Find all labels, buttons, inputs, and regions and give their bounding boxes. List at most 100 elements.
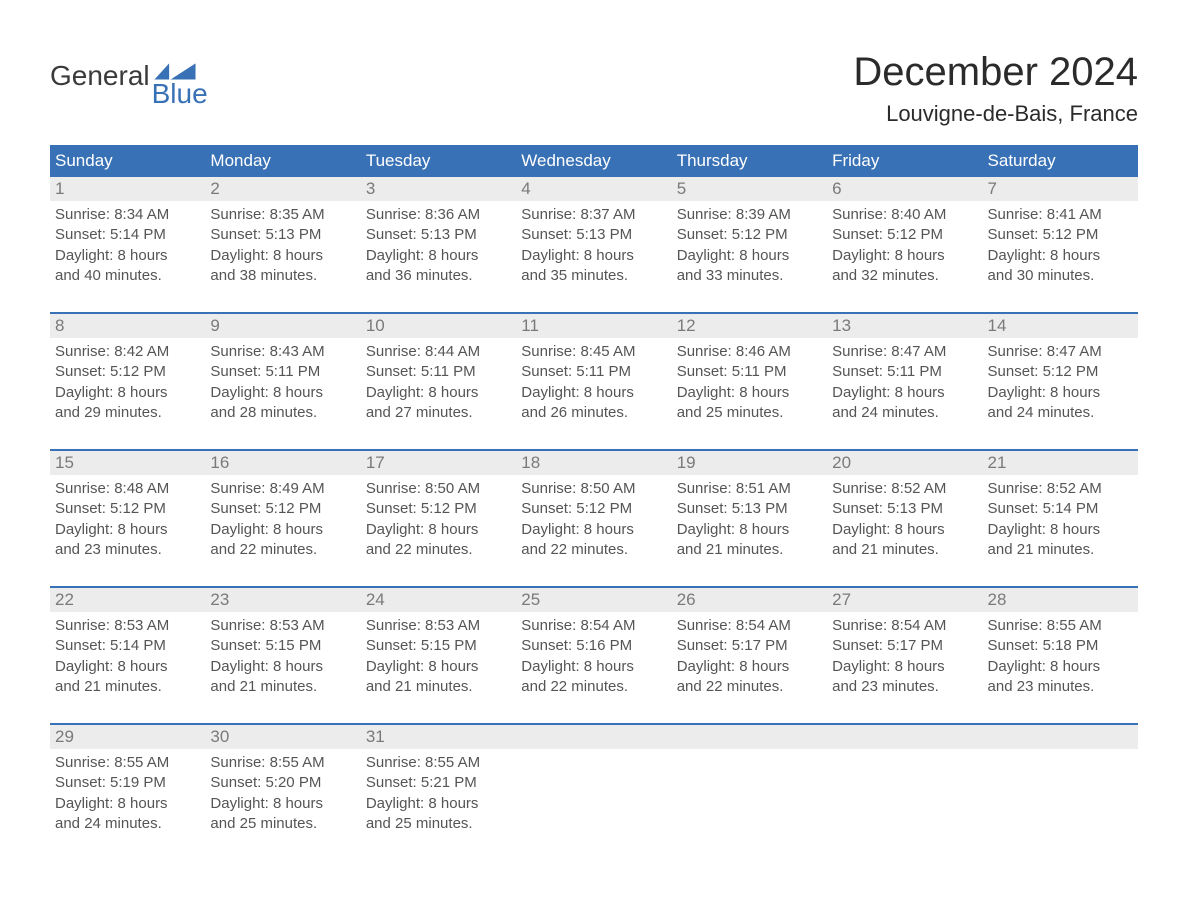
day-ss: Sunset: 5:12 PM xyxy=(988,225,1133,245)
day-ss: Sunset: 5:13 PM xyxy=(366,225,511,245)
day-d2: and 23 minutes. xyxy=(832,677,977,697)
day-number: 26 xyxy=(672,588,827,612)
day-sr: Sunrise: 8:48 AM xyxy=(55,479,200,499)
day-number: 21 xyxy=(983,451,1138,475)
day-d2: and 23 minutes. xyxy=(55,540,200,560)
day-cell: Sunrise: 8:54 AMSunset: 5:17 PMDaylight:… xyxy=(672,612,827,724)
day-header: Saturday xyxy=(983,145,1138,177)
day-number-row: 293031 xyxy=(50,725,1138,749)
day-cell: Sunrise: 8:43 AMSunset: 5:11 PMDaylight:… xyxy=(205,338,360,450)
day-d2: and 22 minutes. xyxy=(521,540,666,560)
logo-text-2: Blue xyxy=(152,78,208,110)
day-ss: Sunset: 5:12 PM xyxy=(55,499,200,519)
day-number: 9 xyxy=(205,314,360,338)
day-d2: and 27 minutes. xyxy=(366,403,511,423)
day-d1: Daylight: 8 hours xyxy=(55,520,200,540)
title-block: December 2024 Louvigne-de-Bais, France xyxy=(853,50,1138,127)
day-sr: Sunrise: 8:50 AM xyxy=(366,479,511,499)
day-sr: Sunrise: 8:55 AM xyxy=(988,616,1133,636)
day-ss: Sunset: 5:11 PM xyxy=(210,362,355,382)
day-sr: Sunrise: 8:42 AM xyxy=(55,342,200,362)
day-d2: and 21 minutes. xyxy=(210,677,355,697)
day-cell: Sunrise: 8:50 AMSunset: 5:12 PMDaylight:… xyxy=(516,475,671,587)
day-d1: Daylight: 8 hours xyxy=(210,794,355,814)
day-d2: and 21 minutes. xyxy=(832,540,977,560)
day-sr: Sunrise: 8:34 AM xyxy=(55,205,200,225)
day-cell: Sunrise: 8:42 AMSunset: 5:12 PMDaylight:… xyxy=(50,338,205,450)
day-sr: Sunrise: 8:40 AM xyxy=(832,205,977,225)
day-cell: Sunrise: 8:55 AMSunset: 5:20 PMDaylight:… xyxy=(205,749,360,860)
day-cell xyxy=(983,749,1138,860)
day-ss: Sunset: 5:12 PM xyxy=(55,362,200,382)
day-d2: and 36 minutes. xyxy=(366,266,511,286)
day-cell: Sunrise: 8:36 AMSunset: 5:13 PMDaylight:… xyxy=(361,201,516,313)
day-d1: Daylight: 8 hours xyxy=(55,383,200,403)
day-cell: Sunrise: 8:53 AMSunset: 5:15 PMDaylight:… xyxy=(205,612,360,724)
day-number-row: 891011121314 xyxy=(50,314,1138,338)
day-cell: Sunrise: 8:45 AMSunset: 5:11 PMDaylight:… xyxy=(516,338,671,450)
day-d1: Daylight: 8 hours xyxy=(55,794,200,814)
day-d2: and 35 minutes. xyxy=(521,266,666,286)
day-d1: Daylight: 8 hours xyxy=(832,520,977,540)
day-number: 13 xyxy=(827,314,982,338)
day-number xyxy=(516,725,671,749)
day-number: 22 xyxy=(50,588,205,612)
day-sr: Sunrise: 8:47 AM xyxy=(832,342,977,362)
day-cell: Sunrise: 8:52 AMSunset: 5:14 PMDaylight:… xyxy=(983,475,1138,587)
day-d2: and 33 minutes. xyxy=(677,266,822,286)
day-ss: Sunset: 5:14 PM xyxy=(55,225,200,245)
day-number: 29 xyxy=(50,725,205,749)
day-d1: Daylight: 8 hours xyxy=(988,246,1133,266)
day-ss: Sunset: 5:12 PM xyxy=(832,225,977,245)
day-cell: Sunrise: 8:48 AMSunset: 5:12 PMDaylight:… xyxy=(50,475,205,587)
day-number: 15 xyxy=(50,451,205,475)
day-d1: Daylight: 8 hours xyxy=(521,657,666,677)
day-d2: and 22 minutes. xyxy=(521,677,666,697)
day-number: 11 xyxy=(516,314,671,338)
day-ss: Sunset: 5:20 PM xyxy=(210,773,355,793)
day-sr: Sunrise: 8:35 AM xyxy=(210,205,355,225)
day-cell: Sunrise: 8:55 AMSunset: 5:18 PMDaylight:… xyxy=(983,612,1138,724)
day-number: 24 xyxy=(361,588,516,612)
day-sr: Sunrise: 8:49 AM xyxy=(210,479,355,499)
day-ss: Sunset: 5:14 PM xyxy=(988,499,1133,519)
day-sr: Sunrise: 8:36 AM xyxy=(366,205,511,225)
day-ss: Sunset: 5:19 PM xyxy=(55,773,200,793)
day-d1: Daylight: 8 hours xyxy=(677,246,822,266)
day-d1: Daylight: 8 hours xyxy=(366,794,511,814)
day-d1: Daylight: 8 hours xyxy=(521,520,666,540)
day-ss: Sunset: 5:16 PM xyxy=(521,636,666,656)
day-d1: Daylight: 8 hours xyxy=(521,383,666,403)
day-d1: Daylight: 8 hours xyxy=(988,520,1133,540)
day-content-row: Sunrise: 8:42 AMSunset: 5:12 PMDaylight:… xyxy=(50,338,1138,450)
logo-text-1: General xyxy=(50,60,150,92)
day-sr: Sunrise: 8:50 AM xyxy=(521,479,666,499)
day-d2: and 21 minutes. xyxy=(55,677,200,697)
day-ss: Sunset: 5:12 PM xyxy=(988,362,1133,382)
day-header-row: Sunday Monday Tuesday Wednesday Thursday… xyxy=(50,145,1138,177)
day-d1: Daylight: 8 hours xyxy=(210,246,355,266)
day-cell: Sunrise: 8:44 AMSunset: 5:11 PMDaylight:… xyxy=(361,338,516,450)
day-cell: Sunrise: 8:47 AMSunset: 5:11 PMDaylight:… xyxy=(827,338,982,450)
day-ss: Sunset: 5:12 PM xyxy=(677,225,822,245)
day-content-row: Sunrise: 8:34 AMSunset: 5:14 PM Daylight:… xyxy=(50,201,1138,313)
day-d1: Daylight: 8 hours xyxy=(521,246,666,266)
day-number: 18 xyxy=(516,451,671,475)
day-d1: Daylight: 8 hours xyxy=(677,383,822,403)
day-number: 25 xyxy=(516,588,671,612)
day-ss: Sunset: 5:12 PM xyxy=(521,499,666,519)
day-d1: Daylight: 8 hours xyxy=(366,383,511,403)
day-cell xyxy=(672,749,827,860)
day-d1: Daylight: 8 hours xyxy=(366,657,511,677)
day-ss: Sunset: 5:13 PM xyxy=(677,499,822,519)
day-d2: and 25 minutes. xyxy=(366,814,511,834)
day-ss: Sunset: 5:11 PM xyxy=(832,362,977,382)
day-cell: Sunrise: 8:53 AMSunset: 5:15 PMDaylight:… xyxy=(361,612,516,724)
page-title: December 2024 xyxy=(853,50,1138,95)
day-ss: Sunset: 5:15 PM xyxy=(210,636,355,656)
day-number: 3 xyxy=(361,177,516,201)
day-sr: Sunrise: 8:54 AM xyxy=(521,616,666,636)
day-sr: Sunrise: 8:55 AM xyxy=(55,753,200,773)
day-number: 31 xyxy=(361,725,516,749)
day-ss: Sunset: 5:11 PM xyxy=(677,362,822,382)
